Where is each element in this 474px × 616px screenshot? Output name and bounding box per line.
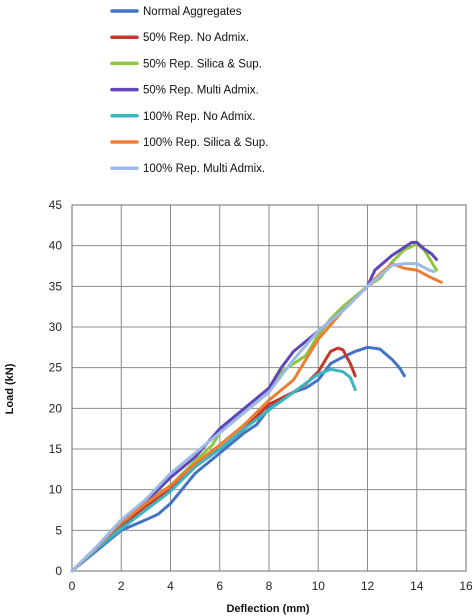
x-tick-label: 10 — [312, 579, 326, 593]
legend-item: 50% Rep. No Admix. — [110, 32, 249, 44]
legend-label: 50% Rep. No Admix. — [143, 32, 249, 44]
y-tick-label: 0 — [55, 564, 62, 578]
y-tick-label: 25 — [49, 361, 63, 375]
legend-label: 100% Rep. Silica & Sup. — [143, 137, 268, 149]
legend-item: 100% Rep. Silica & Sup. — [110, 137, 268, 149]
series-line-6 — [70, 262, 443, 573]
series-lines — [70, 240, 443, 573]
x-tick-label: 14 — [410, 579, 424, 593]
x-axis-label: Deflection (mm) — [226, 603, 309, 615]
y-tick-label: 35 — [49, 279, 63, 293]
x-tick-label: 8 — [266, 579, 273, 593]
x-tick-label: 0 — [69, 579, 76, 593]
legend-item: 50% Rep. Multi Admix. — [110, 85, 259, 97]
x-tick-label: 6 — [216, 579, 223, 593]
legend-item: 50% Rep. Silica & Sup. — [110, 58, 262, 70]
y-tick-label: 10 — [49, 483, 63, 497]
legend-label: 100% Rep. No Admix. — [143, 111, 256, 123]
series-line-1 — [70, 345, 406, 573]
plot-area-border — [71, 204, 467, 572]
x-tick-label: 2 — [118, 579, 125, 593]
y-tick-label: 15 — [49, 442, 63, 456]
legend-label: 50% Rep. Silica & Sup. — [143, 58, 262, 70]
legend-item: Normal Aggregates — [110, 6, 242, 18]
x-tick-labels: 0 2 4 6 8 10 12 14 16 — [69, 579, 473, 593]
y-tick-labels: 0 5 10 15 20 25 30 35 40 45 — [49, 198, 63, 578]
x-tick-label: 12 — [361, 579, 375, 593]
legend-label: 50% Rep. Multi Admix. — [143, 85, 259, 97]
series-line-7 — [70, 262, 436, 573]
y-tick-label: 45 — [49, 198, 63, 212]
y-tick-label: 5 — [55, 523, 62, 537]
legend: Normal Aggregates 50% Rep. No Admix. 50% R… — [110, 6, 268, 175]
plot-frame — [71, 204, 467, 572]
x-tick-label: 4 — [167, 579, 174, 593]
x-tick-label: 16 — [459, 579, 473, 593]
y-tick-label: 20 — [49, 401, 63, 415]
legend-label: 100% Rep. Multi Admix. — [143, 163, 265, 175]
legend-label: Normal Aggregates — [143, 6, 242, 18]
legend-item: 100% Rep. Multi Admix. — [110, 163, 265, 175]
y-tick-label: 30 — [49, 320, 63, 334]
y-axis-label: Load (kN) — [4, 363, 16, 414]
y-tick-label: 40 — [49, 239, 63, 253]
series-line-4 — [70, 240, 438, 573]
legend-item: 100% Rep. No Admix. — [110, 111, 256, 123]
series-line-5 — [70, 367, 357, 573]
series-line-2 — [70, 346, 357, 573]
